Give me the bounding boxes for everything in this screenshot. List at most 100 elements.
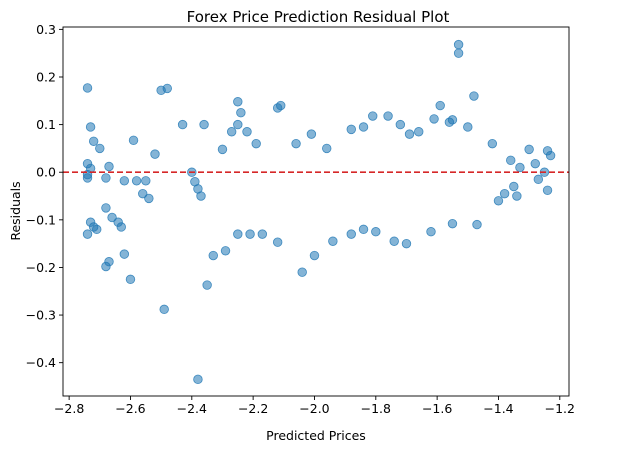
data-point bbox=[530, 158, 540, 169]
data-point bbox=[272, 237, 283, 247]
data-point bbox=[404, 129, 415, 139]
data-point bbox=[233, 119, 243, 130]
x-tick-label: −2.8 bbox=[54, 401, 84, 416]
data-point bbox=[150, 149, 160, 159]
data-point bbox=[104, 161, 114, 172]
data-point bbox=[141, 176, 151, 186]
data-point bbox=[88, 136, 99, 146]
plot-frame bbox=[62, 26, 570, 397]
data-point bbox=[297, 267, 307, 277]
data-point bbox=[447, 115, 458, 125]
data-point bbox=[202, 280, 212, 290]
data-point bbox=[242, 127, 252, 137]
points-layer bbox=[82, 39, 556, 385]
data-point bbox=[291, 138, 301, 149]
data-point bbox=[515, 162, 525, 173]
x-axis: −2.8 −2.6 −2.4 −2.2 −2.0 −1.8 −1.6 −1.4 −1.2 bbox=[54, 396, 575, 416]
x-tick-label: −1.8 bbox=[361, 401, 391, 416]
x-tick-label: −2.6 bbox=[115, 401, 145, 416]
data-point bbox=[395, 119, 406, 130]
data-point bbox=[499, 188, 510, 199]
data-point bbox=[236, 108, 246, 118]
y-tick-label: −0.1 bbox=[26, 212, 56, 227]
data-point bbox=[429, 114, 439, 124]
y-tick-label: 0.2 bbox=[36, 69, 56, 84]
data-point bbox=[276, 100, 286, 111]
data-point bbox=[545, 150, 556, 161]
chart-title: Forex Price Prediction Residual Plot bbox=[187, 8, 450, 26]
x-tick-label: −1.2 bbox=[545, 401, 575, 416]
data-point bbox=[95, 143, 105, 154]
data-point bbox=[233, 97, 243, 107]
data-point bbox=[542, 185, 553, 196]
data-point bbox=[487, 138, 498, 149]
data-point bbox=[309, 250, 320, 261]
data-point bbox=[159, 304, 169, 315]
data-point bbox=[524, 144, 534, 155]
data-point bbox=[469, 91, 479, 101]
data-point bbox=[346, 124, 356, 135]
data-point bbox=[128, 135, 139, 146]
x-tick-label: −2.4 bbox=[177, 401, 207, 416]
y-tick-label: −0.4 bbox=[26, 355, 56, 370]
y-axis-label: Residuals bbox=[8, 181, 23, 240]
data-point bbox=[193, 374, 203, 385]
data-point bbox=[358, 224, 369, 235]
data-point bbox=[346, 229, 356, 239]
y-tick-label: 0.1 bbox=[36, 117, 56, 132]
data-point bbox=[101, 261, 111, 272]
data-point bbox=[472, 219, 482, 230]
data-point bbox=[533, 174, 544, 185]
data-point bbox=[306, 129, 317, 139]
data-point bbox=[401, 238, 412, 249]
data-point bbox=[144, 193, 154, 204]
data-point bbox=[217, 144, 228, 155]
data-point bbox=[220, 246, 231, 256]
data-point bbox=[107, 212, 117, 223]
data-point bbox=[368, 111, 378, 121]
data-point bbox=[506, 155, 516, 166]
data-point bbox=[82, 173, 93, 183]
x-tick-label: −2.0 bbox=[299, 401, 329, 416]
data-point bbox=[85, 122, 96, 132]
data-point bbox=[101, 173, 111, 183]
y-tick-label: 0.0 bbox=[36, 165, 56, 180]
data-point bbox=[82, 229, 93, 239]
y-tick-label: −0.3 bbox=[26, 308, 56, 323]
data-point bbox=[138, 188, 148, 199]
data-point bbox=[119, 176, 130, 186]
y-axis: −0.4 −0.3 −0.2 −0.1 0.0 0.1 0.2 0.3 bbox=[26, 22, 63, 370]
data-point bbox=[82, 83, 93, 93]
x-tick-label: −1.6 bbox=[422, 401, 452, 416]
y-tick-label: −0.2 bbox=[26, 260, 56, 275]
data-point bbox=[119, 249, 130, 259]
data-point bbox=[389, 236, 399, 246]
data-point bbox=[251, 138, 261, 149]
data-point bbox=[426, 227, 436, 237]
data-point bbox=[196, 191, 206, 201]
data-point bbox=[162, 83, 172, 94]
y-tick-label: 0.3 bbox=[36, 22, 56, 37]
data-point bbox=[245, 229, 255, 239]
data-point bbox=[328, 236, 338, 246]
data-point bbox=[226, 127, 237, 137]
data-point bbox=[199, 119, 209, 130]
x-tick-label: −1.4 bbox=[483, 401, 513, 416]
data-point bbox=[435, 100, 445, 111]
data-point bbox=[414, 127, 424, 137]
data-point bbox=[177, 119, 188, 130]
data-point bbox=[125, 274, 136, 285]
data-point bbox=[509, 181, 519, 192]
data-point bbox=[233, 229, 243, 239]
x-axis-label: Predicted Prices bbox=[266, 428, 366, 443]
data-point bbox=[371, 227, 381, 237]
data-point bbox=[257, 229, 268, 239]
data-point bbox=[116, 222, 126, 232]
data-point bbox=[92, 224, 102, 235]
data-point bbox=[453, 48, 464, 58]
data-point bbox=[447, 218, 458, 229]
data-point bbox=[131, 176, 142, 186]
x-tick-label: −2.2 bbox=[238, 401, 268, 416]
data-point bbox=[463, 122, 473, 132]
